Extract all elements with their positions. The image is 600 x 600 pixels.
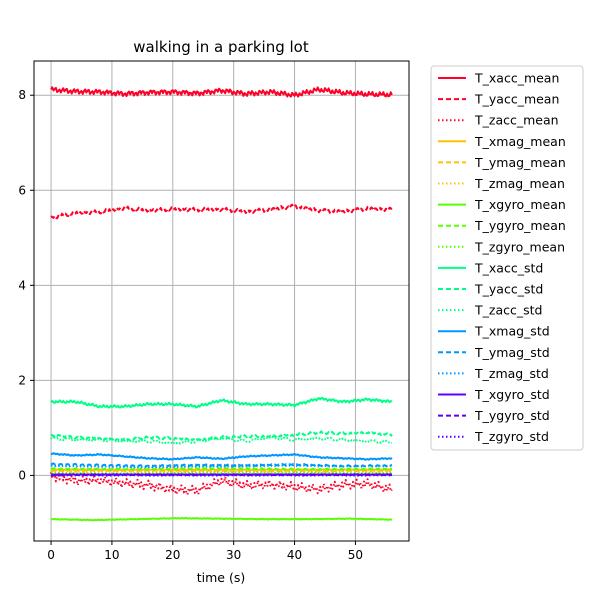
legend-label: T_xacc_mean xyxy=(474,71,559,86)
series-line-t-xmag-std xyxy=(50,452,393,461)
x-tick-label: 10 xyxy=(104,548,119,562)
legend-label: T_ymag_std xyxy=(474,345,550,360)
x-tick-label: 50 xyxy=(348,548,363,562)
legend-label: T_xgyro_std xyxy=(474,387,550,402)
y-tick-label: 0 xyxy=(18,468,26,482)
x-tick-label: 20 xyxy=(165,548,180,562)
chart-title: walking in a parking lot xyxy=(133,38,309,56)
legend-label: T_zmag_std xyxy=(474,366,549,381)
series-line-t-zgyro-std xyxy=(50,474,393,477)
series-line-t-zgyro-mean xyxy=(50,470,393,475)
legend-frame xyxy=(430,65,584,451)
series-line-t-xacc-std xyxy=(50,396,393,409)
series-line-t-zacc-mean xyxy=(50,471,393,496)
legend-label: T_zmag_mean xyxy=(474,176,565,191)
legend-label: T_zacc_std xyxy=(474,303,542,318)
grid xyxy=(34,61,409,541)
y-tick-label: 2 xyxy=(18,373,26,387)
legend-label: T_xgyro_mean xyxy=(474,197,566,212)
legend-label: T_zacc_mean xyxy=(474,113,559,128)
axis-ticks: 0 10 20 30 40 50 0 2 4 6 8 xyxy=(18,88,363,562)
y-tick-label: 6 xyxy=(18,183,26,197)
x-tick-label: 40 xyxy=(287,548,302,562)
x-tick-label: 0 xyxy=(47,548,55,562)
series-line-t-xgyro-mean xyxy=(50,516,393,522)
legend-label: T_yacc_std xyxy=(474,282,543,297)
legend-label: T_zgyro_mean xyxy=(474,239,565,254)
x-tick-label: 30 xyxy=(226,548,241,562)
series-line-t-xacc-mean xyxy=(50,86,393,98)
legend-label: T_ygyro_std xyxy=(474,408,550,423)
legend-label: T_ymag_mean xyxy=(474,155,566,170)
legend-label: T_xacc_std xyxy=(474,260,543,275)
legend-label: T_yacc_mean xyxy=(474,92,559,107)
series-line-t-yacc-mean xyxy=(50,203,393,220)
series-line-t-zmag-std xyxy=(50,464,393,469)
series-line-t-ymag-std xyxy=(50,462,393,468)
y-tick-label: 8 xyxy=(18,88,26,102)
legend-label: T_zgyro_std xyxy=(474,429,549,444)
series-line-t-ygyro-mean xyxy=(50,466,393,471)
plot-area-frame xyxy=(33,60,410,542)
legend-label: T_xmag_std xyxy=(474,324,550,339)
legend-label: T_xmag_mean xyxy=(474,134,566,149)
series-line-t-yacc-std xyxy=(50,430,393,442)
legend-label: T_ygyro_mean xyxy=(474,218,566,233)
y-tick-label: 4 xyxy=(18,278,26,292)
x-axis-label: time (s) xyxy=(197,570,245,585)
legend: T_xacc_mean T_yacc_mean T_zacc_mean T_xmag_… xyxy=(430,65,584,451)
series-layer xyxy=(50,86,393,522)
series-line-t-zmag-mean xyxy=(50,470,393,473)
